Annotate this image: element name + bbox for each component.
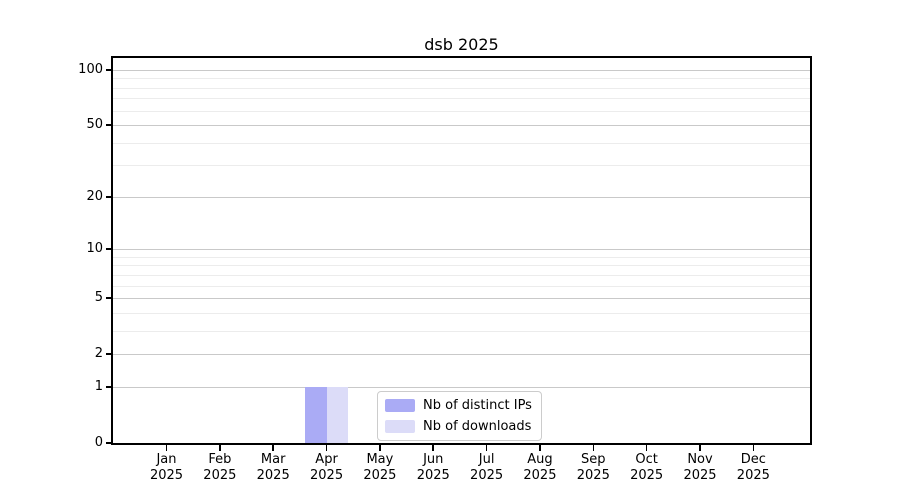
major-gridline <box>113 69 810 71</box>
y-axis-tick-label: 10 <box>86 241 103 257</box>
y-axis-tick-label: 0 <box>94 435 103 450</box>
legend-label-distinct-ips: Nb of distinct IPs <box>423 398 532 413</box>
plot-area <box>113 58 810 443</box>
x-axis-tick-label: Dec 2025 <box>736 452 770 483</box>
minor-gridline <box>113 285 810 287</box>
x-axis-tick <box>272 445 274 451</box>
y-axis-tick <box>106 124 113 126</box>
x-axis-tick-label: Sep 2025 <box>576 452 610 483</box>
y-axis-tick-label: 20 <box>86 188 103 204</box>
minor-gridline <box>113 165 810 167</box>
y-axis-tick-label: 5 <box>94 290 103 306</box>
x-axis-tick-label: Aug 2025 <box>523 452 557 483</box>
x-axis-tick <box>165 445 168 451</box>
legend-label-downloads: Nb of downloads <box>423 419 532 434</box>
y-axis-tick-label: 100 <box>78 61 103 77</box>
x-axis-tick-label: Mar 2025 <box>256 452 290 483</box>
x-axis-tick <box>219 445 221 451</box>
y-axis-tick <box>106 386 113 388</box>
major-gridline <box>113 298 810 300</box>
y-axis-tick <box>106 442 113 444</box>
x-axis-tick-label: Apr 2025 <box>310 452 344 483</box>
x-axis-tick-label: Nov 2025 <box>683 452 717 483</box>
major-gridline <box>113 354 810 356</box>
x-axis-tick-label: Jan 2025 <box>149 452 184 483</box>
x-axis-tick <box>432 445 435 451</box>
y-axis-tick <box>106 353 113 355</box>
x-axis-tick <box>752 445 755 451</box>
minor-gridline <box>113 110 810 112</box>
x-axis-tick-label: Jun 2025 <box>416 452 450 483</box>
legend-swatch-distinct-ips <box>385 399 415 412</box>
x-axis-tick-label: May 2025 <box>363 452 397 483</box>
bar-downloads <box>326 386 348 443</box>
x-axis-tick <box>325 445 328 451</box>
minor-gridline <box>113 330 810 332</box>
minor-gridline <box>113 98 810 100</box>
y-axis-tick-label: 1 <box>94 378 103 394</box>
minor-gridline <box>113 256 810 258</box>
bar-distinct-ips <box>305 386 327 443</box>
chart-title: dsb 2025 <box>424 35 499 54</box>
major-gridline <box>113 386 810 388</box>
minor-gridline <box>113 78 810 80</box>
legend: Nb of distinct IPs Nb of downloads <box>377 391 542 441</box>
axis-spine-bottom <box>111 443 812 445</box>
x-axis-tick-label: Feb 2025 <box>203 452 237 483</box>
x-axis-tick <box>539 445 541 451</box>
x-axis-tick-label: Oct 2025 <box>630 452 664 483</box>
legend-item-distinct-ips: Nb of distinct IPs <box>385 397 532 414</box>
legend-item-downloads: Nb of downloads <box>385 418 532 435</box>
major-gridline <box>113 249 810 251</box>
x-axis-tick-label: Jul 2025 <box>470 452 504 483</box>
x-axis-tick <box>592 445 595 451</box>
y-axis-tick-label: 50 <box>86 117 103 133</box>
y-axis-tick <box>106 297 113 299</box>
y-axis-tick <box>106 69 113 71</box>
x-axis-tick <box>485 445 488 451</box>
major-gridline <box>113 125 810 127</box>
minor-gridline <box>113 142 810 144</box>
minor-gridline <box>113 87 810 89</box>
axis-spine-left <box>111 56 113 445</box>
axis-spine-top <box>111 56 812 58</box>
axis-spine-right <box>810 56 812 445</box>
minor-gridline <box>113 274 810 276</box>
x-axis-tick <box>379 445 381 451</box>
y-axis-tick-label: 2 <box>94 346 103 362</box>
x-axis-tick <box>699 445 701 451</box>
major-gridline <box>113 196 810 198</box>
minor-gridline <box>113 265 810 267</box>
y-axis-tick <box>106 196 113 198</box>
legend-swatch-downloads <box>385 420 415 433</box>
y-axis-tick <box>106 248 113 250</box>
minor-gridline <box>113 312 810 314</box>
x-axis-tick <box>645 445 648 451</box>
